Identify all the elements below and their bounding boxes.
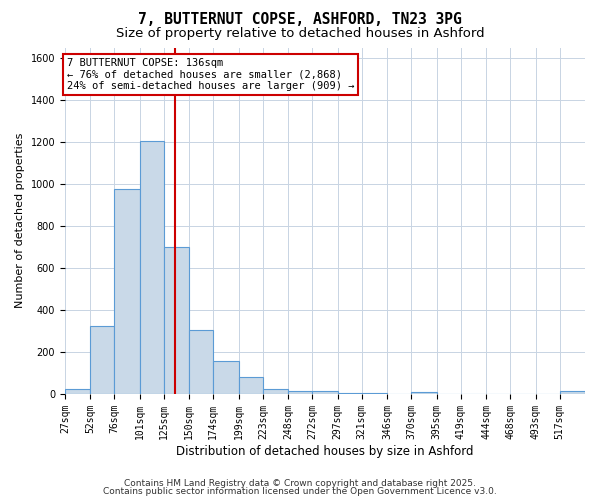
- Bar: [288, 391, 313, 394]
- Y-axis label: Number of detached properties: Number of detached properties: [15, 133, 25, 308]
- Bar: [338, 393, 362, 394]
- Bar: [189, 330, 214, 394]
- Bar: [65, 388, 90, 394]
- Bar: [214, 361, 239, 394]
- Bar: [313, 392, 338, 394]
- Bar: [164, 247, 189, 394]
- Bar: [411, 392, 437, 394]
- Bar: [263, 388, 288, 394]
- Text: 7, BUTTERNUT COPSE, ASHFORD, TN23 3PG: 7, BUTTERNUT COPSE, ASHFORD, TN23 3PG: [138, 12, 462, 28]
- Text: Contains public sector information licensed under the Open Government Licence v3: Contains public sector information licen…: [103, 487, 497, 496]
- Bar: [560, 391, 585, 394]
- Bar: [115, 189, 140, 394]
- Bar: [239, 377, 263, 394]
- Text: Size of property relative to detached houses in Ashford: Size of property relative to detached ho…: [116, 28, 484, 40]
- X-axis label: Distribution of detached houses by size in Ashford: Distribution of detached houses by size …: [176, 444, 474, 458]
- Bar: [140, 141, 164, 394]
- Text: 7 BUTTERNUT COPSE: 136sqm
← 76% of detached houses are smaller (2,868)
24% of se: 7 BUTTERNUT COPSE: 136sqm ← 76% of detac…: [67, 58, 355, 91]
- Text: Contains HM Land Registry data © Crown copyright and database right 2025.: Contains HM Land Registry data © Crown c…: [124, 478, 476, 488]
- Bar: [90, 326, 115, 394]
- Bar: [362, 393, 387, 394]
